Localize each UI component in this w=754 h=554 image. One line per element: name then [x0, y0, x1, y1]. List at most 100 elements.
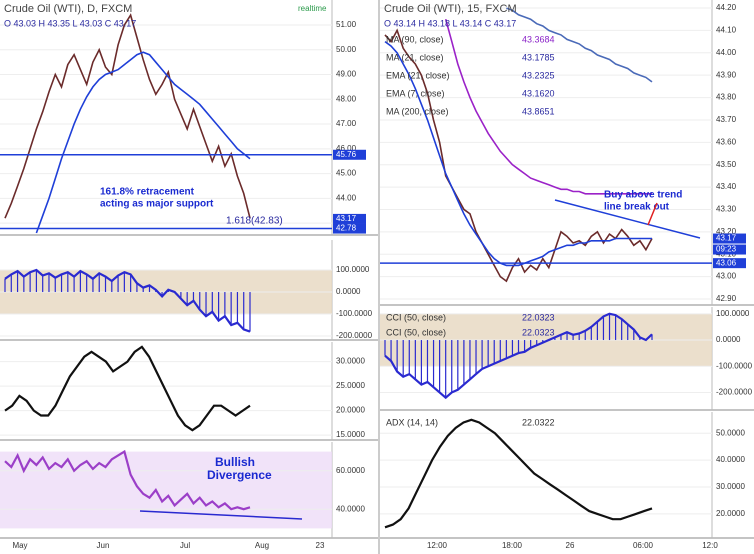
legend-name: EMA (7, close) — [386, 88, 445, 98]
y-tick-label: 43.00 — [716, 272, 737, 281]
x-tick-label: 12:0 — [702, 541, 718, 550]
ohlc: O 43.14 H 43.18 L 43.14 C 43.17 — [384, 18, 516, 28]
price-tag-label: 43.17 — [716, 234, 737, 243]
legend-value: 43.1620 — [522, 88, 555, 98]
y-tick-label: 43.90 — [716, 70, 737, 79]
legend-value: 22.0322 — [522, 417, 555, 427]
price-tag — [713, 233, 746, 244]
y-tick-label: -100.0000 — [336, 309, 373, 318]
annotation: line break out — [604, 202, 670, 213]
x-tick-label: 06:00 — [633, 541, 654, 550]
series-line — [384, 28, 653, 283]
series-line — [444, 18, 652, 195]
y-tick-label: 40.0000 — [716, 455, 745, 464]
annotation: Divergence — [207, 468, 272, 482]
series-line — [384, 418, 653, 529]
price-tag-label: 43.17 — [336, 214, 357, 223]
x-tick-label: Jun — [97, 541, 110, 550]
price-tag — [333, 223, 366, 234]
y-tick-label: 30.0000 — [716, 482, 745, 491]
y-tick-label: 43.40 — [716, 182, 737, 191]
y-tick-label: 44.00 — [336, 193, 357, 202]
y-tick-label: 42.90 — [716, 294, 737, 303]
price-tag — [713, 258, 746, 269]
y-tick-label: 47.00 — [336, 119, 357, 128]
y-tick-label: 50.0000 — [716, 428, 745, 437]
legend-value: 43.1785 — [522, 52, 555, 62]
y-tick-label: 44.10 — [716, 26, 737, 35]
y-tick-label: 43.30 — [716, 205, 737, 214]
y-tick-label: -100.0000 — [716, 361, 753, 370]
y-tick-label: 15.0000 — [336, 430, 365, 439]
band — [0, 451, 332, 529]
y-tick-label: 0.0000 — [336, 287, 361, 296]
legend-name: CCI (50, close) — [386, 312, 446, 322]
legend-name: MA (200, close) — [386, 106, 449, 116]
y-tick-label: 43.20 — [716, 227, 737, 236]
annotation: 1.618(42.83) — [226, 216, 283, 227]
legend-value: 43.3684 — [522, 34, 555, 44]
panel-title: Crude Oil (WTI), D, FXCM — [4, 3, 132, 15]
y-tick-label: -200.0000 — [336, 331, 373, 340]
legend-name: MA (90, close) — [386, 34, 444, 44]
x-tick-label: Aug — [255, 541, 269, 550]
annotation: Buy above trend — [604, 190, 682, 201]
y-tick-label: 50.00 — [336, 45, 357, 54]
y-tick-label: 51.00 — [336, 20, 357, 29]
status: realtime — [298, 4, 327, 13]
series-line — [4, 449, 251, 511]
price-tag-label: 45.76 — [336, 150, 357, 159]
legend-name: CCI (50, close) — [386, 327, 446, 337]
series-line — [506, 7, 653, 83]
price-tag — [333, 213, 366, 224]
y-tick-label: 30.0000 — [336, 357, 365, 366]
annotation: 161.8% retracement — [100, 187, 195, 198]
x-tick-label: 26 — [566, 541, 575, 550]
x-tick-label: 23 — [316, 541, 325, 550]
legend-name: EMA (21, close) — [386, 70, 450, 80]
divergence-line — [139, 510, 303, 520]
x-tick-label: 18:00 — [502, 541, 523, 550]
y-tick-label: 48.00 — [336, 94, 357, 103]
y-tick-label: 20.0000 — [716, 509, 745, 518]
series-line — [4, 268, 251, 333]
y-tick-label: 49.00 — [336, 70, 357, 79]
annotation: Bullish — [215, 455, 255, 469]
legend-value: 43.2325 — [522, 70, 555, 80]
y-tick-label: 43.70 — [716, 115, 737, 124]
y-tick-label: 100.0000 — [336, 265, 370, 274]
legend-name: MA (21, close) — [386, 52, 444, 62]
x-tick-label: 12:00 — [427, 541, 448, 550]
ohlc: O 43.03 H 43.35 L 43.03 C 43.17 — [4, 18, 136, 28]
y-tick-label: 40.0000 — [336, 504, 365, 513]
y-tick-label: 46.00 — [336, 144, 357, 153]
y-tick-label: 43.50 — [716, 160, 737, 169]
time-tag-label: 09:23 — [716, 245, 737, 254]
legend-name: ADX (14, 14) — [386, 417, 438, 427]
legend-value: 22.0323 — [522, 312, 555, 322]
x-tick-label: Jul — [180, 541, 190, 550]
series-line — [35, 51, 251, 234]
y-tick-label: 45.00 — [336, 169, 357, 178]
legend-value: 43.8651 — [522, 106, 555, 116]
y-tick-label: 100.0000 — [716, 309, 750, 318]
panel-title: Crude Oil (WTI), 15, FXCM — [384, 3, 517, 15]
y-tick-label: -200.0000 — [716, 388, 753, 397]
y-tick-label: 43.60 — [716, 137, 737, 146]
price-tag-label: 43.06 — [716, 258, 737, 267]
time-tag — [713, 244, 746, 255]
x-tick-label: May — [12, 541, 27, 550]
trend-line — [554, 199, 701, 239]
series-line — [384, 312, 653, 400]
price-tag — [333, 149, 366, 160]
y-tick-label: 20.0000 — [336, 406, 365, 415]
series-line — [4, 345, 251, 432]
annotation: acting as major support — [100, 199, 214, 210]
y-tick-label: 60.0000 — [336, 466, 365, 475]
y-tick-label: 44.20 — [716, 3, 737, 12]
series-line — [4, 13, 251, 219]
y-tick-label: 0.0000 — [716, 335, 741, 344]
price-tag-label: 42.78 — [336, 224, 357, 233]
